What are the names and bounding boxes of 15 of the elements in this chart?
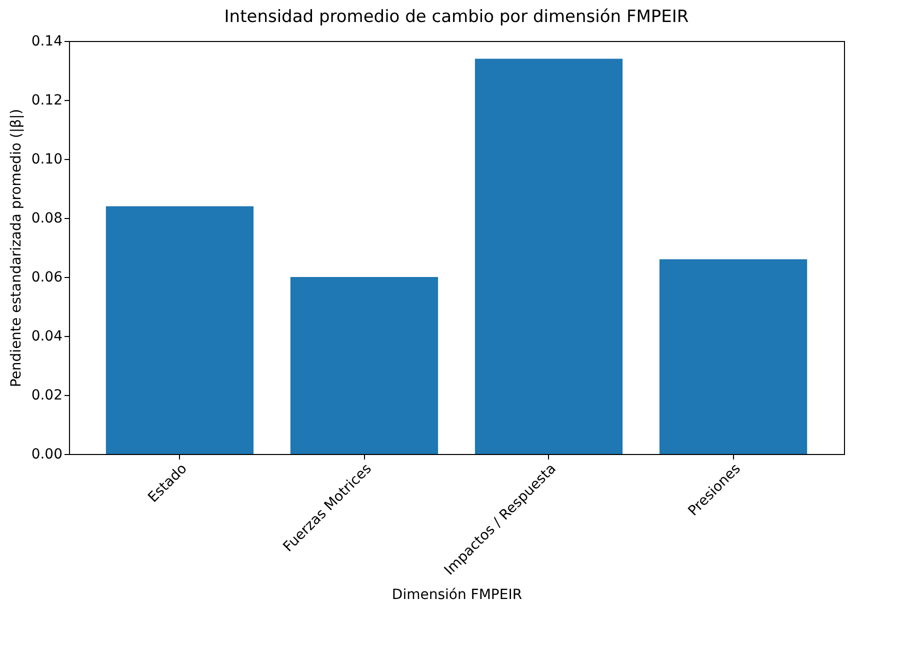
y-tick-label: 0.10 xyxy=(31,152,62,168)
bar xyxy=(659,259,808,454)
bar xyxy=(290,277,438,454)
y-tick-label: 0.12 xyxy=(31,92,62,108)
chart-title: Intensidad promedio de cambio por dimensión FMPEIR xyxy=(224,7,689,27)
y-tick-label: 0.02 xyxy=(31,388,62,404)
y-tick-label: 0.04 xyxy=(31,328,63,344)
y-axis-title: Pendiente estandarizada promedio (|β|) xyxy=(8,108,24,388)
y-tick-label: 0.06 xyxy=(31,270,63,286)
y-tick-label: 0.08 xyxy=(31,210,62,226)
x-axis-title: Dimensión FMPEIR xyxy=(392,586,522,603)
bar xyxy=(106,206,254,454)
bar xyxy=(474,58,623,454)
y-tick-label: 0.14 xyxy=(31,34,63,50)
y-tick-label: 0.00 xyxy=(31,446,62,462)
